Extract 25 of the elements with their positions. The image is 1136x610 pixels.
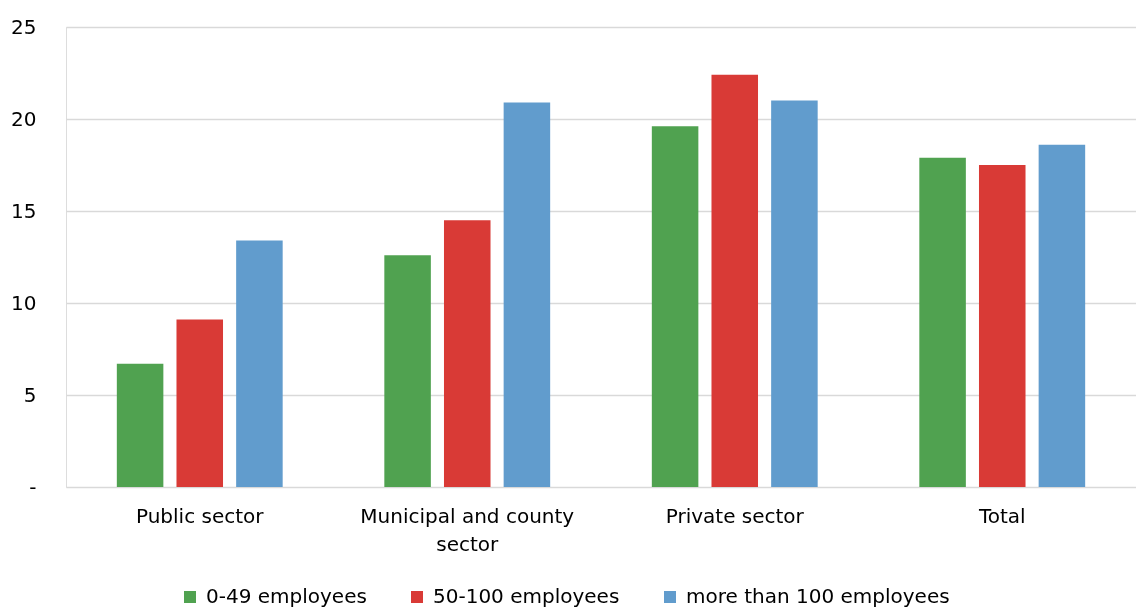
bar: [236, 240, 283, 487]
bar: [116, 363, 164, 487]
y-tick-label: 10: [11, 290, 37, 315]
legend-label: 50-100 employees: [433, 584, 620, 608]
bar: [384, 255, 431, 487]
bar: [651, 126, 699, 487]
x-tick-label: Municipal and county sector: [360, 503, 575, 556]
bar: [978, 165, 1026, 487]
y-tick-label: 20: [11, 106, 37, 131]
legend-label: 0-49 employees: [206, 584, 367, 608]
bar: [443, 220, 491, 487]
bar: [176, 319, 224, 487]
y-tick-label: 5: [23, 382, 37, 407]
x-tick-label: Private sector: [665, 503, 805, 528]
bar: [771, 100, 818, 487]
bar: [711, 74, 759, 487]
bar: [503, 102, 551, 487]
bar: [1038, 144, 1086, 487]
legend-label: more than 100 employees: [686, 584, 950, 608]
bar: [919, 157, 966, 487]
x-tick-label: Total: [977, 503, 1026, 528]
y-tick-label: -: [29, 474, 37, 499]
y-tick-label: 15: [11, 198, 37, 223]
x-tick-label: Public sector: [135, 503, 265, 528]
y-tick-label: 25: [11, 14, 37, 39]
